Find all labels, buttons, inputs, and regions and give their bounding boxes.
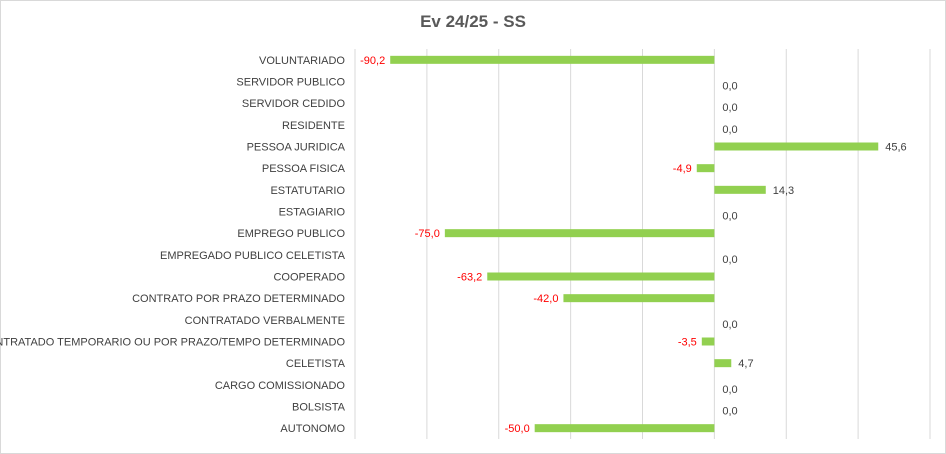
value-label: -3,5 <box>678 337 697 349</box>
gridlines <box>354 49 931 439</box>
value-label: 4,7 <box>738 358 753 370</box>
bar <box>714 359 732 368</box>
bar <box>487 272 715 281</box>
bar <box>714 185 766 194</box>
bars <box>390 55 879 433</box>
category-label: VOLUNTARIADO <box>259 55 345 67</box>
category-label: ESTAGIARIO <box>279 207 346 219</box>
value-label: 0,0 <box>722 102 737 114</box>
category-labels: VOLUNTARIADO SERVIDOR PUBLICO SERVIDOR CED… <box>0 55 346 435</box>
bar <box>534 424 715 433</box>
value-label: 0,0 <box>722 211 737 223</box>
bar <box>390 55 715 64</box>
category-label: BOLSISTA <box>292 402 346 414</box>
category-label: EMPREGADO PUBLICO CELETISTA <box>160 250 346 262</box>
category-label: CONTRATADO TEMPORARIO OU POR PRAZO/TEMPO… <box>0 337 345 349</box>
value-label: 14,3 <box>773 185 794 197</box>
value-labels: -90,2 0,0 0,0 0,0 45,6 -4,9 14,3 0,0 -75,0 0,0 -63… <box>360 55 907 435</box>
bar <box>696 164 715 173</box>
value-label: -75,0 <box>415 228 440 240</box>
category-label: SERVIDOR PUBLICO <box>236 77 345 89</box>
category-label: COOPERADO <box>273 272 345 284</box>
value-label: 0,0 <box>722 319 737 331</box>
category-label: CONTRATO POR PRAZO DETERMINADO <box>132 293 345 305</box>
category-label: EMPREGO PUBLICO <box>237 228 345 240</box>
chart-title: Ev 24/25 - SS <box>420 12 526 31</box>
value-label: 45,6 <box>885 142 906 154</box>
value-label: -42,0 <box>533 293 558 305</box>
value-label: 0,0 <box>722 384 737 396</box>
category-label: SERVIDOR CEDIDO <box>242 98 346 110</box>
category-label: ESTATUTARIO <box>270 185 345 197</box>
value-label: -90,2 <box>360 55 385 67</box>
category-label: AUTONOMO <box>280 423 345 435</box>
category-label: CELETISTA <box>286 358 346 370</box>
value-label: 0,0 <box>722 406 737 418</box>
bar <box>701 337 715 346</box>
value-label: -63,2 <box>457 272 482 284</box>
bar <box>714 142 879 151</box>
category-label: RESIDENTE <box>282 120 345 132</box>
category-label: CARGO COMISSIONADO <box>215 380 346 392</box>
category-label: PESSOA FISICA <box>262 163 346 175</box>
category-label: CONTRATADO VERBALMENTE <box>185 315 345 327</box>
category-label: PESSOA JURIDICA <box>247 142 346 154</box>
value-label: -50,0 <box>505 423 530 435</box>
value-label: 0,0 <box>722 124 737 136</box>
bar <box>444 229 715 238</box>
value-label: 0,0 <box>722 81 737 93</box>
bar <box>563 294 715 303</box>
value-label: 0,0 <box>722 254 737 266</box>
value-label: -4,9 <box>673 163 692 175</box>
